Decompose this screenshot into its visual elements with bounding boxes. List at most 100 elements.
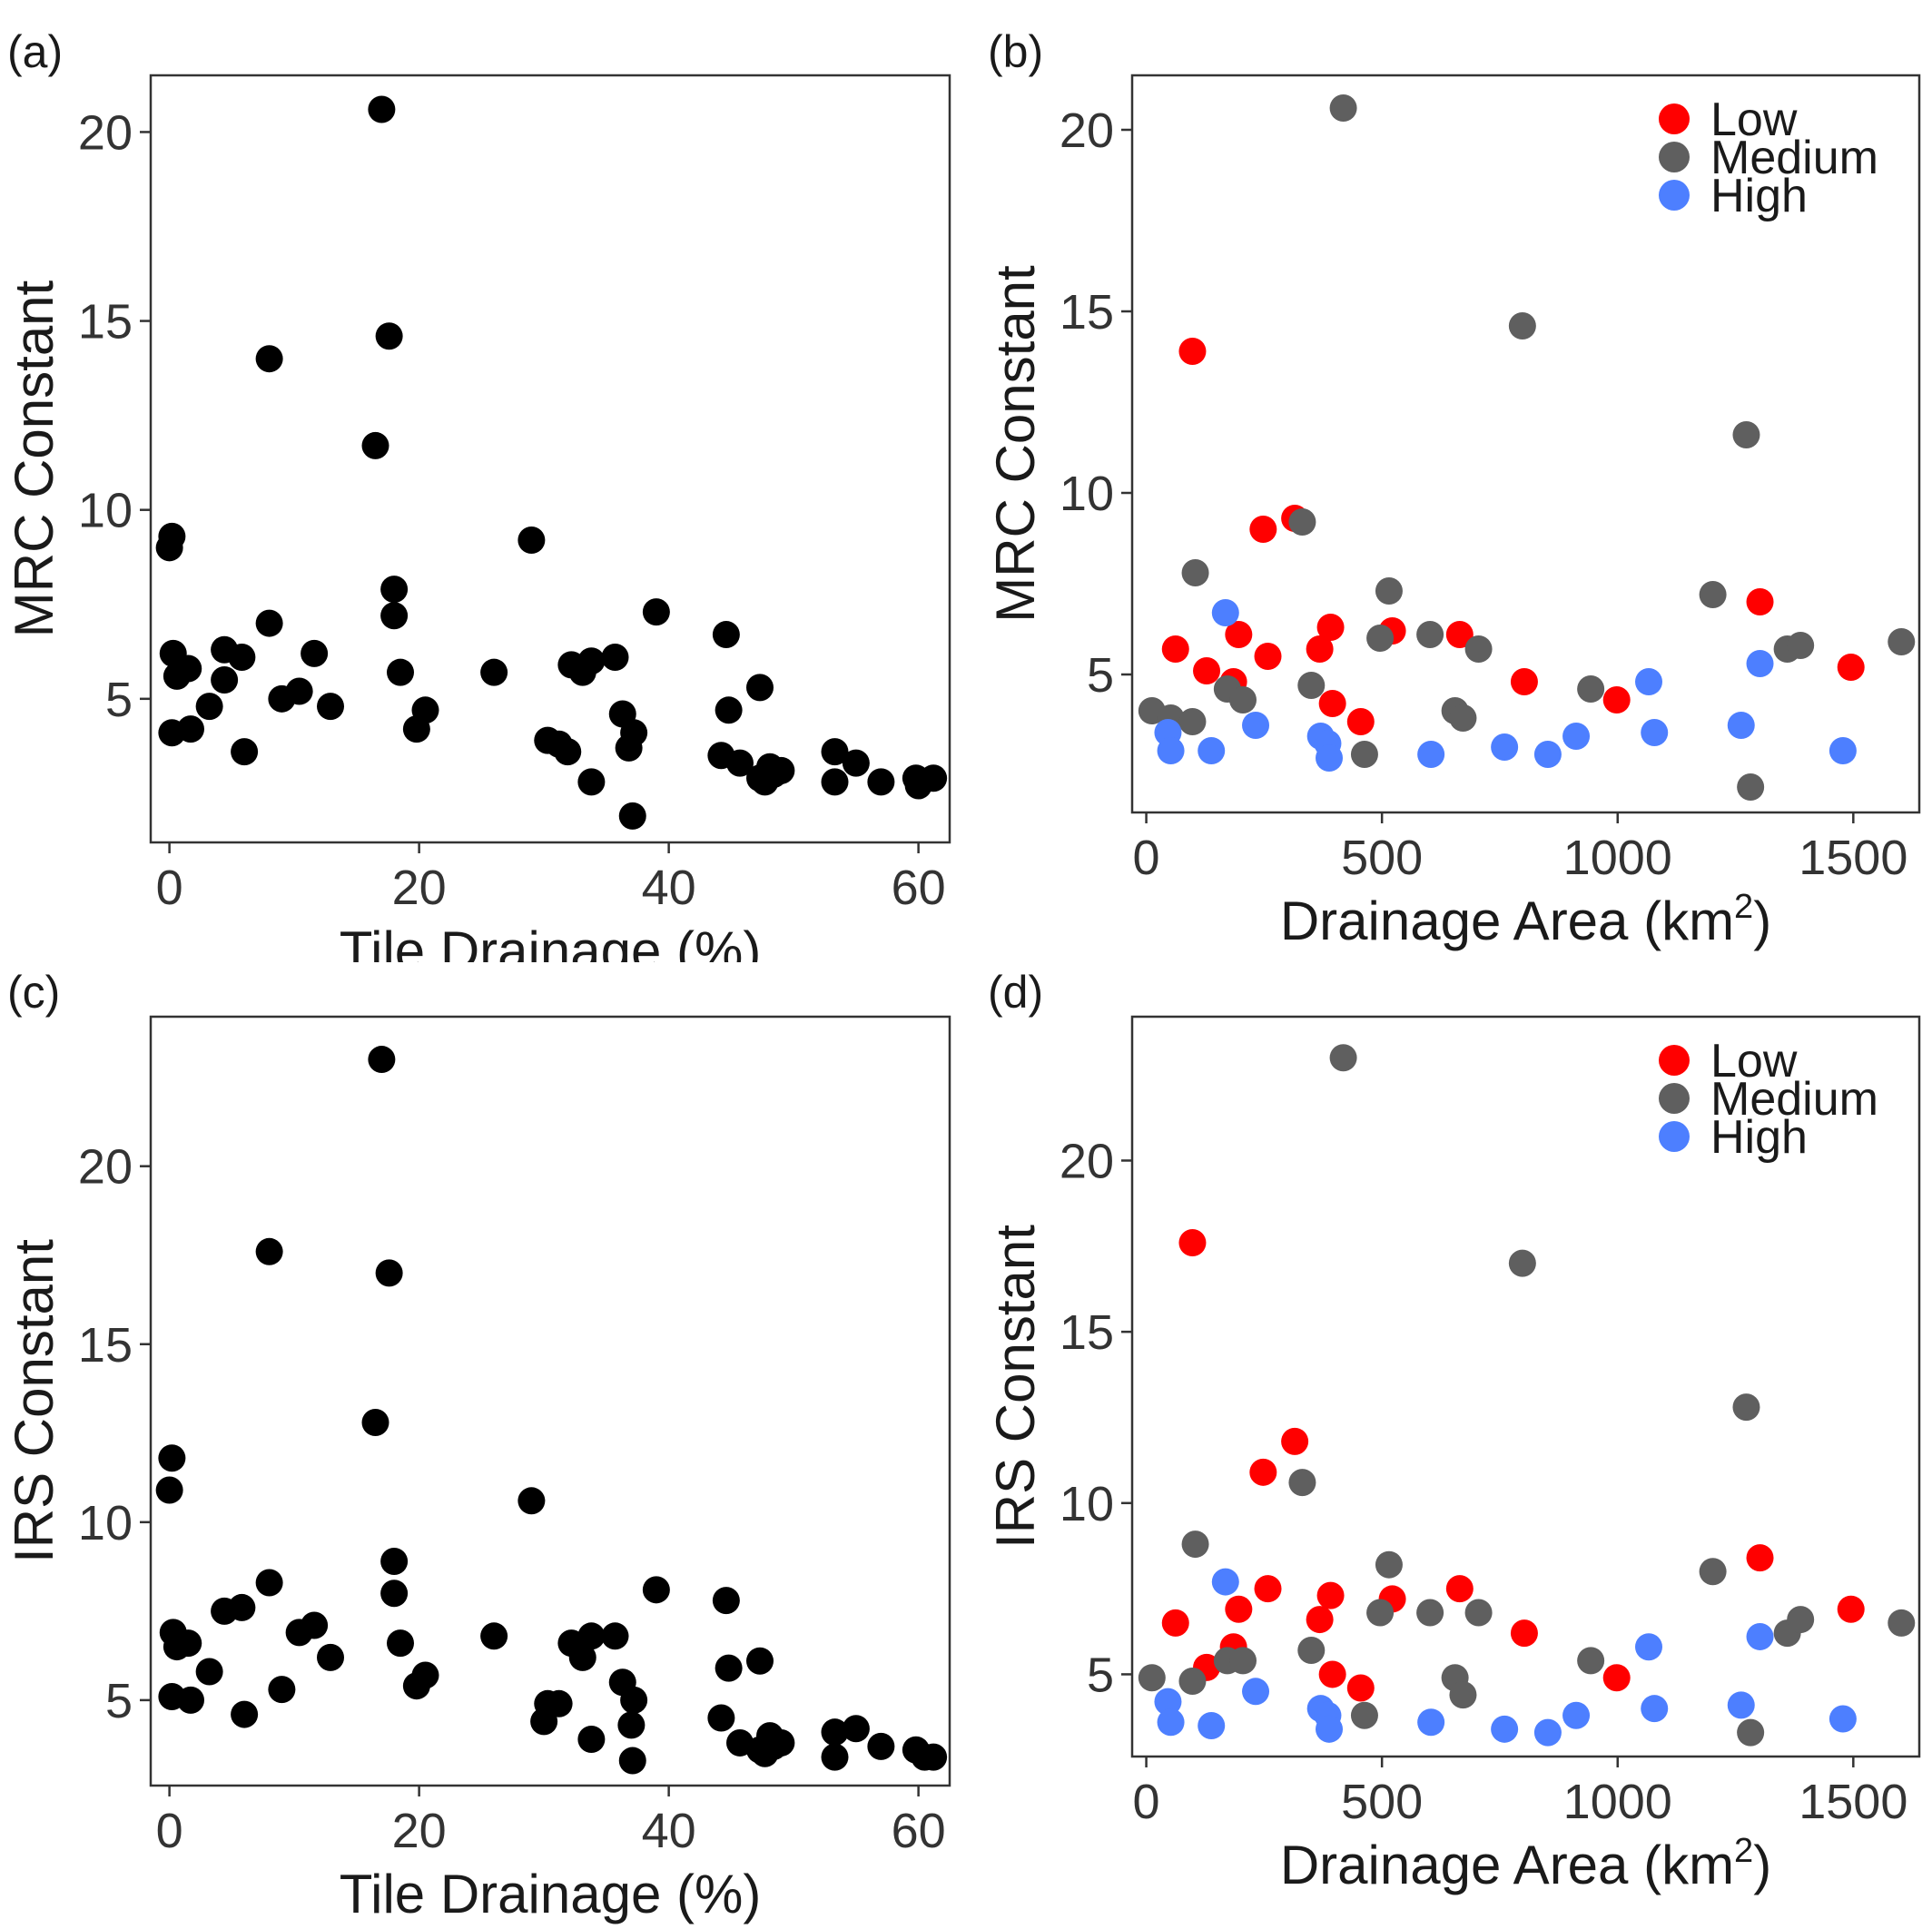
low-data-point	[1225, 1595, 1253, 1623]
low-data-point	[1178, 1229, 1207, 1257]
data-point	[402, 1672, 430, 1700]
medium-data-point	[1577, 675, 1605, 703]
medium-data-point	[1888, 1609, 1916, 1637]
data-point	[380, 1580, 409, 1608]
high-data-point	[1641, 719, 1669, 746]
high-data-point	[1746, 1622, 1774, 1650]
legend-label-high: High	[1710, 1111, 1808, 1164]
y-tick-label: 10	[78, 484, 133, 538]
low-data-point	[1837, 1595, 1865, 1623]
medium-data-point	[1375, 1550, 1403, 1579]
x-tick-label: 1500	[1799, 831, 1907, 885]
legend-swatch-low	[1659, 103, 1690, 134]
x-tick-label: 1000	[1563, 831, 1672, 885]
legend-label-high: High	[1710, 170, 1808, 222]
y-axis-title: IRS Constant	[4, 1239, 64, 1563]
y-tick-label: 5	[105, 1674, 133, 1728]
low-data-point	[1510, 1619, 1538, 1648]
data-point	[480, 1622, 508, 1650]
high-data-point	[1316, 744, 1344, 772]
x-axis-title: Drainage Area (km2)	[1280, 1832, 1771, 1895]
plot-frame	[1130, 74, 1921, 814]
y-axis-title: IRS Constant	[985, 1225, 1046, 1549]
panel-c: (c) 0 20 40 60 5 10 15 20 Tile Drainage (%) IRS C…	[0, 962, 966, 1929]
data-point	[317, 693, 344, 721]
high-data-point	[1562, 723, 1591, 750]
data-point	[642, 1576, 670, 1604]
scatter-plot-a: 0 20 40 60 5 10 15 20 Tile Drainage (%) MRC Const…	[4, 74, 951, 962]
data-point	[642, 598, 670, 626]
data-point	[368, 1046, 396, 1074]
low-data-point	[1346, 1674, 1375, 1702]
high-data-point	[1828, 1705, 1857, 1733]
low-data-point	[1249, 1458, 1277, 1486]
x-tick-label: 0	[1133, 1775, 1160, 1829]
data-point	[821, 768, 849, 796]
panel-letter: (d)	[988, 967, 1044, 1018]
y-tick-label: 20	[1060, 1134, 1114, 1188]
data-point	[568, 1643, 596, 1671]
medium-data-point	[1577, 1647, 1605, 1675]
data-point	[368, 95, 396, 123]
y-tick-label: 5	[1087, 1648, 1114, 1702]
x-tick-label: 0	[156, 861, 183, 915]
y-tick-label: 15	[1060, 1305, 1114, 1360]
medium-data-point	[1464, 1599, 1493, 1627]
legend-label-low: Low	[1710, 1035, 1798, 1088]
medium-data-point	[1787, 632, 1815, 659]
data-point	[317, 1643, 344, 1671]
data-point	[158, 1444, 186, 1472]
data-point	[380, 576, 409, 604]
data-point	[174, 1629, 202, 1658]
x-tick-label: 500	[1341, 1775, 1423, 1829]
low-data-point	[1225, 621, 1253, 648]
medium-data-point	[1138, 1664, 1166, 1692]
high-data-point	[1491, 1715, 1519, 1743]
low-data-point	[1254, 1575, 1282, 1603]
data-point	[518, 1487, 546, 1515]
x-tick-label: 60	[892, 1804, 946, 1858]
data-point	[380, 1547, 409, 1575]
high-data-point	[1242, 1678, 1270, 1706]
high-data-point	[1154, 1688, 1182, 1716]
data-point	[821, 738, 849, 766]
medium-data-point	[1508, 1249, 1536, 1277]
data-point	[301, 639, 329, 667]
medium-data-point	[1787, 1606, 1815, 1634]
data-point	[375, 322, 403, 350]
y-tick-label: 15	[78, 1318, 133, 1373]
low-data-point	[1746, 588, 1774, 615]
data-point	[867, 1732, 895, 1760]
y-tick-label: 10	[78, 1496, 133, 1550]
data-point	[601, 1622, 629, 1650]
data-point	[577, 1622, 606, 1650]
data-point	[618, 802, 646, 830]
high-data-point	[1198, 1712, 1226, 1740]
data-point	[375, 1259, 403, 1287]
legend-label-medium: Medium	[1710, 1073, 1878, 1126]
data-point	[361, 431, 389, 459]
medium-data-point	[1329, 94, 1357, 122]
high-data-point	[1727, 712, 1755, 739]
medium-data-point	[1178, 1667, 1207, 1695]
plot-frame	[149, 1015, 951, 1787]
panel-a: (a) 0 20 40 60 5 10 15 20 Tile Drainage (%) MRC C…	[0, 0, 966, 962]
medium-data-point	[1178, 708, 1207, 735]
data-point	[228, 644, 256, 672]
data-point	[268, 684, 296, 713]
data-point	[402, 715, 430, 743]
legend-swatch-medium	[1659, 142, 1690, 172]
data-point	[177, 1686, 204, 1714]
data-point	[480, 658, 508, 686]
panel-b: (b) 0 500 1000 1500 5 10 15 20 Drainage Area (km…	[966, 0, 1932, 962]
plot-frame	[149, 74, 951, 844]
low-data-point	[1161, 1609, 1189, 1637]
medium-data-point	[1737, 1718, 1765, 1747]
data-point	[712, 1587, 740, 1615]
scatter-plot-d: 0 500 1000 1500 5 10 15 20 Drainage Area (km2) IR…	[985, 1015, 1921, 1895]
data-point	[821, 1743, 849, 1771]
y-tick-label: 20	[78, 105, 133, 160]
y-tick-label: 20	[1060, 103, 1114, 158]
x-tick-label: 1500	[1799, 1775, 1907, 1829]
x-tick-label: 20	[392, 1804, 447, 1858]
